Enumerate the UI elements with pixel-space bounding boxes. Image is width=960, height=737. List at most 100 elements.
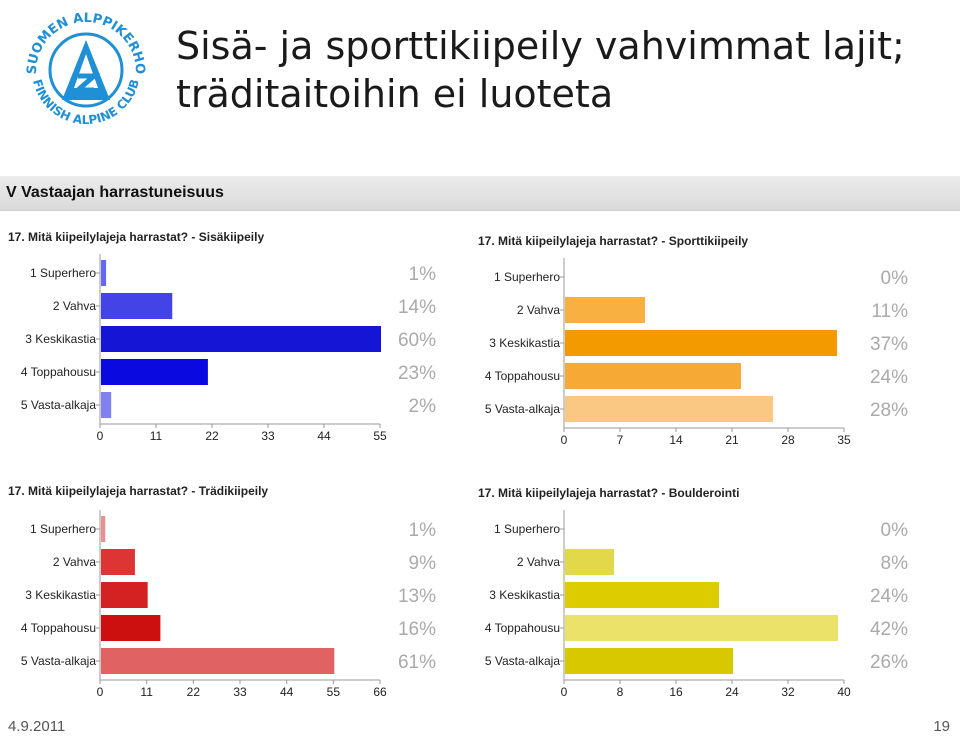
- x-tick-label: 22: [205, 429, 219, 443]
- section-header: V Vastaajan harrastuneisuus: [0, 176, 960, 211]
- percent-label: 28%: [870, 400, 908, 421]
- x-tick-label: 44: [317, 429, 331, 443]
- bar: [565, 396, 773, 422]
- bar: [101, 582, 148, 608]
- category-label: 1 Superhero: [30, 266, 96, 280]
- category-label: 1 Superhero: [494, 270, 560, 284]
- chart-svg: 17. Mitä kiipeilylajeja harrastat? - Trä…: [8, 484, 437, 699]
- bar: [101, 549, 135, 575]
- percent-label: 42%: [870, 619, 908, 640]
- category-label: 5 Vasta-alkaja: [485, 654, 560, 668]
- bar: [101, 392, 112, 418]
- category-label: 1 Superhero: [30, 522, 96, 536]
- category-label: 5 Vasta-alkaja: [485, 402, 560, 416]
- x-tick-label: 14: [669, 433, 683, 447]
- percent-label: 14%: [398, 297, 436, 318]
- category-label: 5 Vasta-alkaja: [21, 398, 96, 412]
- chart-title: 17. Mitä kiipeilylajeja harrastat? - Spo…: [478, 234, 748, 248]
- bar: [101, 359, 208, 385]
- x-tick-label: 33: [261, 429, 275, 443]
- percent-label: 60%: [398, 330, 436, 351]
- chart-boulderointi: 17. Mitä kiipeilylajeja harrastat? - Bou…: [470, 478, 950, 718]
- club-logo: SUOMEN ALPPIKERHO FINNISH ALPINE CLUB: [18, 4, 154, 128]
- x-tick-label: 66: [373, 685, 387, 699]
- percent-label: 9%: [409, 553, 437, 574]
- x-tick-label: 21: [725, 433, 739, 447]
- slide-date: 4.9.2011: [8, 718, 66, 735]
- x-tick-label: 0: [561, 433, 568, 447]
- x-tick-label: 16: [669, 685, 683, 699]
- slide-page-number: 19: [933, 718, 950, 735]
- category-label: 2 Vahva: [53, 555, 96, 569]
- bar: [101, 648, 335, 674]
- category-label: 3 Keskikastia: [25, 332, 96, 346]
- percent-label: 13%: [398, 586, 436, 607]
- chart-svg: 17. Mitä kiipeilylajeja harrastat? - Spo…: [478, 234, 909, 447]
- chart-svg: 17. Mitä kiipeilylajeja harrastat? - Sis…: [8, 230, 437, 443]
- bar: [565, 648, 733, 674]
- bar: [101, 516, 106, 542]
- x-tick-label: 24: [725, 685, 739, 699]
- x-tick-label: 40: [837, 685, 851, 699]
- chart-sisakiipeily: 17. Mitä kiipeilylajeja harrastat? - Sis…: [0, 222, 480, 462]
- slide-title: Sisä- ja sporttikiipeily vahvimmat lajit…: [176, 22, 946, 118]
- bar: [565, 582, 719, 608]
- x-tick-label: 11: [150, 429, 163, 443]
- x-tick-label: 55: [373, 429, 387, 443]
- x-tick-label: 35: [837, 433, 851, 447]
- percent-label: 1%: [409, 520, 437, 541]
- percent-label: 11%: [871, 301, 908, 322]
- percent-label: 8%: [881, 553, 909, 574]
- x-tick-label: 33: [233, 685, 247, 699]
- category-label: 2 Vahva: [517, 303, 560, 317]
- percent-label: 1%: [409, 264, 437, 285]
- category-label: 5 Vasta-alkaja: [21, 654, 96, 668]
- bar: [101, 615, 161, 641]
- percent-label: 23%: [398, 363, 436, 384]
- x-tick-label: 0: [97, 685, 104, 699]
- category-label: 4 Toppahousu: [21, 365, 96, 379]
- bar: [565, 549, 614, 575]
- x-tick-label: 0: [97, 429, 104, 443]
- x-tick-label: 7: [617, 433, 624, 447]
- percent-label: 0%: [881, 520, 909, 541]
- bar: [565, 615, 838, 641]
- x-tick-label: 28: [781, 433, 795, 447]
- percent-label: 16%: [398, 619, 436, 640]
- bar: [565, 297, 645, 323]
- percent-label: 0%: [881, 268, 909, 289]
- x-tick-label: 44: [280, 685, 294, 699]
- x-tick-label: 55: [327, 685, 341, 699]
- category-label: 2 Vahva: [53, 299, 96, 313]
- bar: [101, 293, 173, 319]
- x-tick-label: 32: [781, 685, 795, 699]
- category-label: 3 Keskikastia: [489, 588, 560, 602]
- x-tick-label: 11: [140, 685, 153, 699]
- percent-label: 61%: [398, 652, 436, 673]
- bar: [565, 363, 741, 389]
- percent-label: 24%: [870, 367, 908, 388]
- bar: [101, 326, 381, 352]
- category-label: 4 Toppahousu: [485, 369, 560, 383]
- category-label: 3 Keskikastia: [25, 588, 96, 602]
- category-label: 3 Keskikastia: [489, 336, 560, 350]
- chart-sporttikiipeily: 17. Mitä kiipeilylajeja harrastat? - Spo…: [470, 226, 950, 466]
- bar: [565, 330, 837, 356]
- club-logo-graphic: SUOMEN ALPPIKERHO FINNISH ALPINE CLUB: [25, 11, 147, 127]
- bar: [101, 260, 107, 286]
- percent-label: 24%: [870, 586, 908, 607]
- chart-title: 17. Mitä kiipeilylajeja harrastat? - Sis…: [8, 230, 264, 244]
- category-label: 1 Superhero: [494, 522, 560, 536]
- chart-svg: 17. Mitä kiipeilylajeja harrastat? - Bou…: [478, 486, 909, 699]
- x-tick-label: 22: [187, 685, 201, 699]
- percent-label: 2%: [409, 396, 437, 417]
- x-tick-label: 0: [561, 685, 568, 699]
- percent-label: 26%: [870, 652, 908, 673]
- x-tick-label: 8: [617, 685, 624, 699]
- section-title: V Vastaajan harrastuneisuus: [6, 184, 224, 201]
- chart-tradikiipeily: 17. Mitä kiipeilylajeja harrastat? - Trä…: [0, 476, 480, 716]
- category-label: 2 Vahva: [517, 555, 560, 569]
- slide-title-line1: Sisä- ja sporttikiipeily vahvimmat lajit…: [176, 24, 905, 68]
- category-label: 4 Toppahousu: [21, 621, 96, 635]
- chart-title: 17. Mitä kiipeilylajeja harrastat? - Trä…: [8, 484, 268, 498]
